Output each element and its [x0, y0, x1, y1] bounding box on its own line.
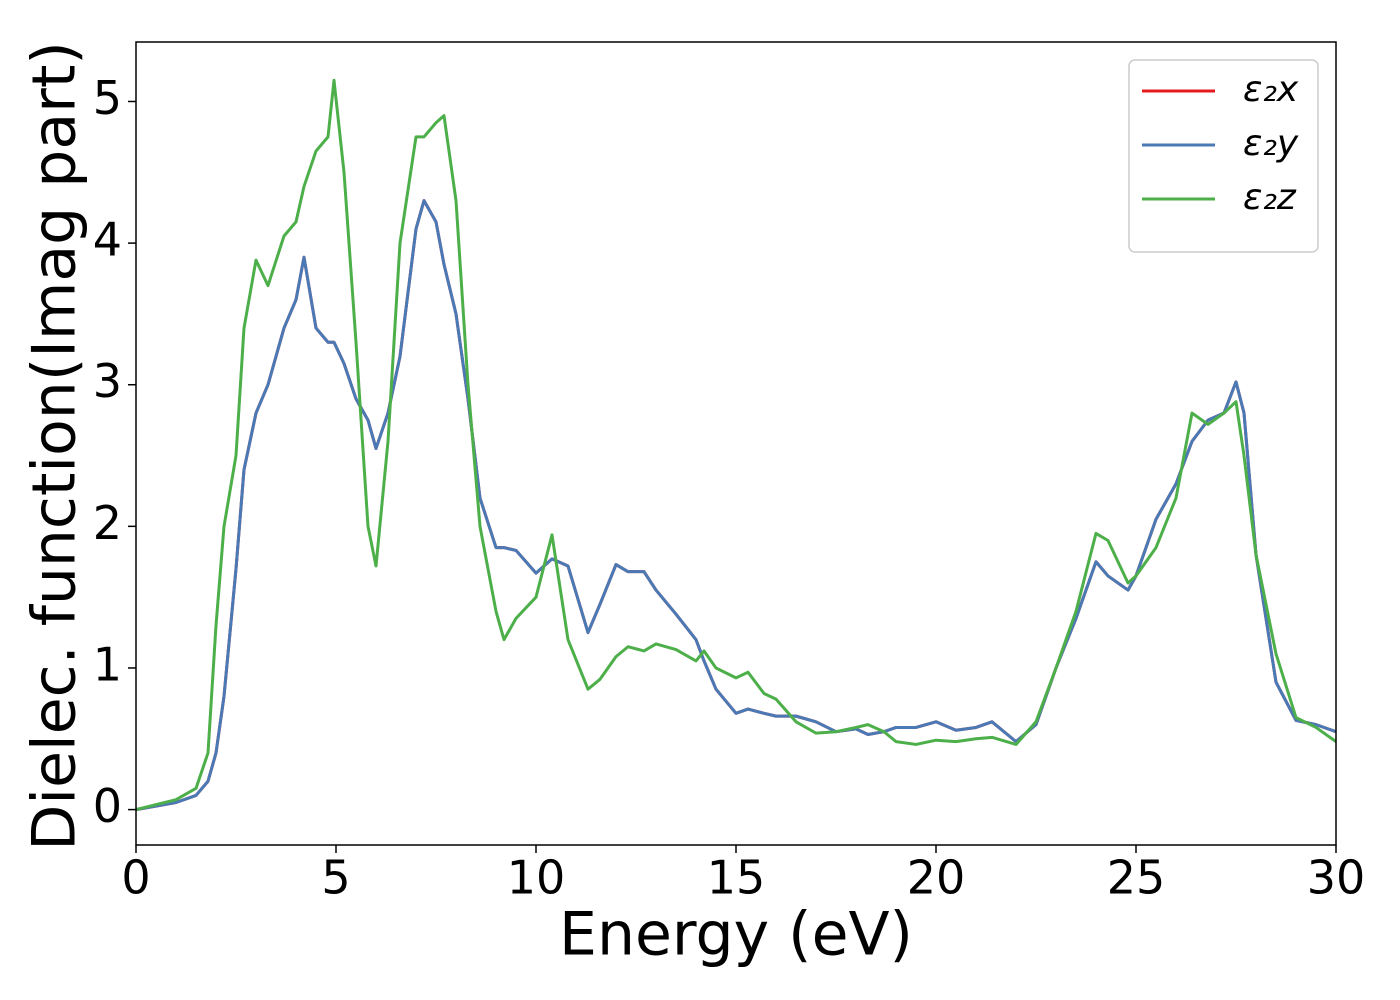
x-tick-label: 20 [907, 851, 966, 905]
legend-label: ε₂x [1243, 69, 1299, 110]
y-tick-label: 3 [93, 354, 122, 408]
x-tick-label: 0 [121, 851, 150, 905]
y-tick-label: 4 [93, 213, 122, 267]
y-tick-label: 2 [93, 496, 122, 550]
x-tick-label: 30 [1307, 851, 1366, 905]
legend-box [1128, 59, 1319, 253]
legend-label: ε₂y [1243, 123, 1299, 164]
line-series [135, 78, 1337, 812]
x-tick-label: 10 [507, 851, 566, 905]
x-tick-label: 5 [321, 851, 350, 905]
x-tick-label: 25 [1107, 851, 1166, 905]
line-series [135, 199, 1337, 812]
plot-frame [135, 41, 1337, 846]
y-tick-label: 0 [93, 779, 122, 833]
y-tick-label: 1 [93, 637, 122, 691]
x-axis-label: Energy (eV) [559, 900, 913, 970]
x-tick-label: 15 [707, 851, 766, 905]
legend-label: ε₂z [1243, 177, 1297, 218]
line-series [135, 199, 1337, 812]
y-axis-label: Dielec. function(Imag part) [20, 41, 90, 851]
y-tick-label: 5 [93, 71, 122, 125]
